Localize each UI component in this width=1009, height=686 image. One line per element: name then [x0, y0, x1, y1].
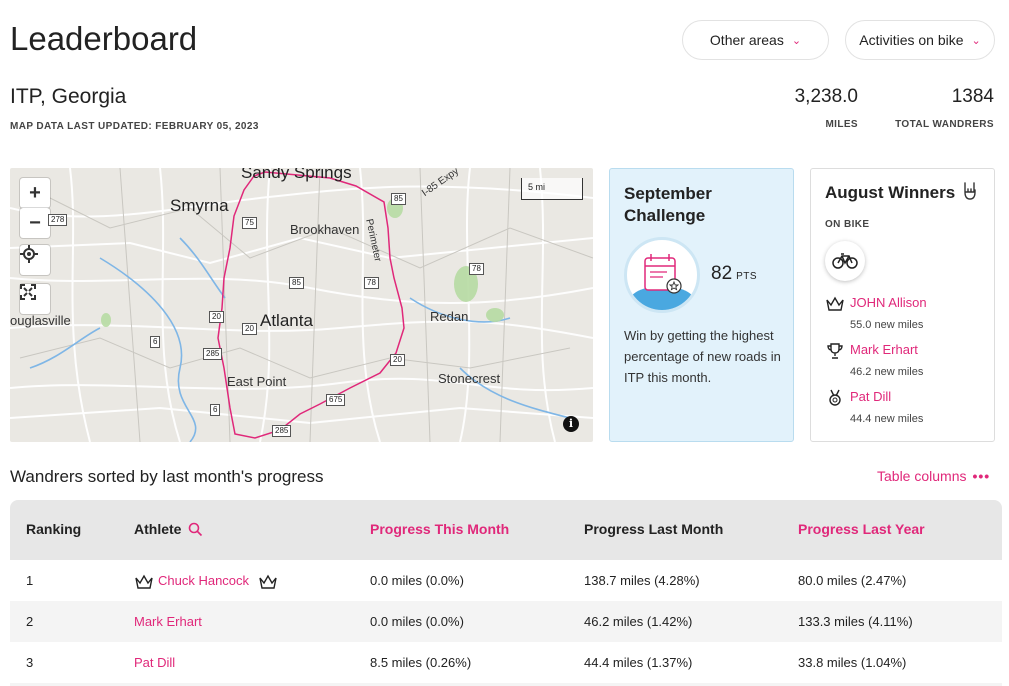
highway-shield: 6: [210, 404, 221, 416]
miles-value: 3,238.0: [794, 86, 858, 107]
activity-filter-dropdown[interactable]: Activities on bike ⌄: [845, 20, 995, 60]
column-header-last-year[interactable]: Progress Last Year: [798, 521, 925, 537]
highway-shield: 78: [469, 263, 484, 275]
place-label: Brookhaven: [290, 222, 360, 237]
crown-icon: [259, 574, 277, 589]
table-row: 1 Chuck Hancock 0.0 miles (0.0%) 138.7 m…: [10, 560, 1002, 601]
wanderers-label: TOTAL WANDRERS: [895, 119, 994, 130]
calendar-badge-icon: [624, 237, 700, 313]
wanderers-value: 1384: [951, 86, 994, 107]
highway-shield: 6: [150, 336, 161, 348]
last-month-cell: 46.2 miles (1.42%): [584, 614, 693, 629]
rank-cell: 2: [26, 614, 34, 629]
highway-shield: 78: [364, 277, 379, 289]
last-year-cell: 80.0 miles (2.47%): [798, 573, 907, 588]
last-month-cell: 44.4 miles (1.37%): [584, 655, 693, 670]
highway-shield: 20: [209, 311, 224, 323]
winners-card: August Winners ON BIKE JOHN Allison 55.0…: [810, 168, 995, 442]
rank-cell: 3: [26, 655, 34, 670]
zoom-out-button[interactable]: −: [20, 208, 50, 238]
highway-shield: 20: [242, 323, 257, 335]
highway-shield: 285: [272, 425, 292, 437]
search-icon[interactable]: [188, 522, 203, 537]
column-header-this-month[interactable]: Progress This Month: [370, 521, 510, 537]
chevron-down-icon: ⌄: [971, 34, 981, 47]
crown-icon: [826, 296, 844, 311]
place-label: East Point: [227, 374, 287, 389]
winners-title: August Winners: [825, 183, 956, 202]
table-columns-button[interactable]: Table columns •••: [877, 468, 990, 484]
more-dots-icon: •••: [972, 468, 991, 484]
highway-shield: 278: [48, 214, 68, 226]
highway-shield: 75: [242, 217, 257, 229]
last-month-cell: 138.7 miles (4.28%): [584, 573, 700, 588]
other-areas-label: Other areas: [709, 32, 784, 48]
area-map[interactable]: + − 5 mi Sandy Springs Smyrna Brookhaven…: [10, 168, 593, 442]
winner-name-link[interactable]: JOHN Allison: [850, 295, 927, 310]
challenge-points: 82 PTS: [711, 263, 757, 285]
highway-shield: 675: [326, 394, 346, 406]
winner-miles: 46.2 new miles: [850, 366, 924, 378]
rank-cell: 1: [26, 573, 34, 588]
table-caption: Wandrers sorted by last month's progress: [10, 467, 324, 486]
fullscreen-button[interactable]: [20, 284, 50, 314]
locate-button[interactable]: [20, 245, 50, 275]
locate-icon: [20, 245, 38, 263]
place-label: ouglasville: [10, 313, 71, 328]
athlete-link[interactable]: Pat Dill: [134, 655, 176, 670]
points-unit: PTS: [736, 271, 758, 282]
table-columns-label: Table columns: [877, 468, 967, 484]
table-row: 2 Mark Erhart 0.0 miles (0.0%) 46.2 mile…: [10, 601, 1002, 642]
map-updated-date: MAP DATA LAST UPDATED: FEBRUARY 05, 2023: [10, 121, 259, 132]
activity-filter-label: Activities on bike: [859, 32, 964, 48]
bike-icon: [825, 241, 865, 281]
athlete-link[interactable]: Chuck Hancock: [158, 573, 250, 588]
column-header-ranking[interactable]: Ranking: [26, 521, 82, 537]
last-year-cell: 133.3 miles (4.11%): [798, 614, 913, 629]
winner-name-link[interactable]: Pat Dill: [850, 389, 892, 404]
highway-shield: 285: [203, 348, 223, 360]
table-row: 3 Pat Dill 8.5 miles (0.26%) 44.4 miles …: [10, 642, 1002, 683]
map-roads: [10, 168, 593, 442]
place-label: Sandy Springs: [241, 168, 352, 182]
other-areas-dropdown[interactable]: Other areas ⌄: [682, 20, 829, 60]
map-info-icon[interactable]: i: [563, 416, 579, 432]
place-label: Redan: [430, 309, 469, 324]
fullscreen-icon: [20, 284, 36, 300]
winner-name-link[interactable]: Mark Erhart: [850, 342, 918, 357]
challenge-card[interactable]: September Challenge 82 PTS Win by getting…: [609, 168, 794, 442]
this-month-cell: 8.5 miles (0.26%): [370, 655, 472, 670]
place-label: Stonecrest: [438, 371, 501, 386]
points-value: 82: [711, 263, 733, 284]
winner-miles: 55.0 new miles: [850, 319, 924, 331]
highway-shield: 85: [289, 277, 304, 289]
winner-miles: 44.4 new miles: [850, 413, 924, 425]
miles-label: MILES: [825, 119, 858, 130]
highway-shield: 85: [391, 193, 406, 205]
trophy-icon: [827, 343, 843, 359]
crown-icon: [135, 574, 153, 589]
rock-hand-icon: [961, 181, 979, 206]
table-row-edge: [10, 683, 1002, 686]
zoom-in-button[interactable]: +: [20, 178, 50, 208]
this-month-cell: 0.0 miles (0.0%): [370, 573, 464, 588]
challenge-description: Win by getting the highest percentage of…: [624, 328, 781, 385]
last-year-cell: 33.8 miles (1.04%): [798, 655, 907, 670]
area-name: ITP, Georgia: [10, 85, 127, 108]
page-title: Leaderboard: [10, 20, 198, 57]
place-label: Smyrna: [170, 196, 229, 215]
area-boundary: [217, 171, 405, 439]
highway-shield: 20: [390, 354, 405, 366]
table-header: Ranking Athlete Progress This Month Prog…: [10, 500, 1002, 560]
column-header-athlete[interactable]: Athlete: [134, 521, 182, 537]
this-month-cell: 0.0 miles (0.0%): [370, 614, 464, 629]
place-label: Atlanta: [260, 311, 313, 330]
medal-icon: [829, 389, 841, 406]
winners-subtitle: ON BIKE: [825, 219, 870, 230]
challenge-title: September Challenge: [624, 184, 712, 225]
chevron-down-icon: ⌄: [791, 34, 802, 47]
map-scale: 5 mi: [521, 178, 583, 200]
athlete-link[interactable]: Mark Erhart: [134, 614, 202, 629]
column-header-last-month[interactable]: Progress Last Month: [584, 521, 724, 537]
